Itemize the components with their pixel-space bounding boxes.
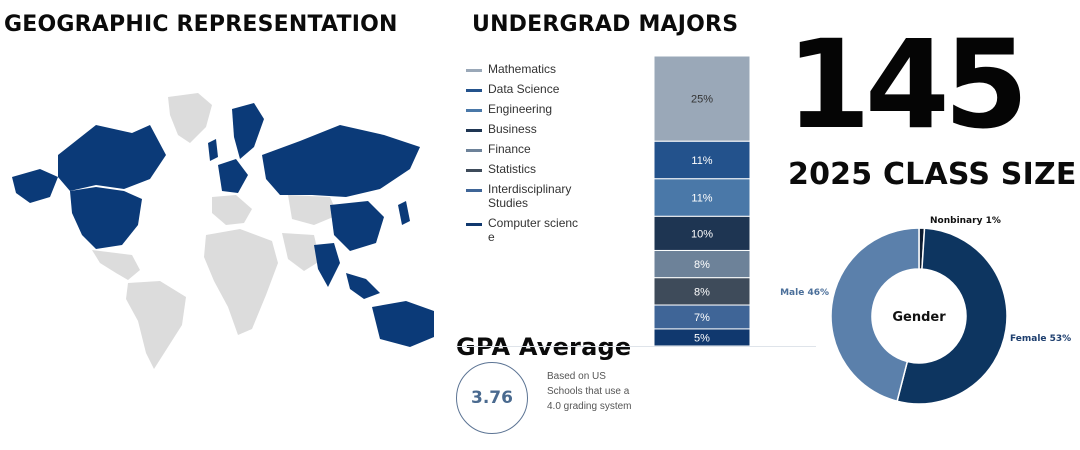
legend-label: Mathematics: [488, 62, 557, 76]
bar-segment-label: 10%: [691, 228, 713, 240]
undergrad-majors-title: UNDERGRAD MAJORS: [472, 12, 739, 37]
donut-label-male: Male 46%: [780, 288, 829, 298]
majors-legend: Mathematics Data Science Engineering Bus…: [466, 62, 616, 250]
map-mexico-central-america: [92, 250, 140, 280]
world-map: [12, 93, 434, 369]
legend-label: Computer science: [488, 216, 579, 244]
bar-segment-label: 5%: [694, 332, 710, 344]
geographic-representation-title: GEOGRAPHIC REPRESENTATION: [4, 12, 398, 37]
legend-item: Finance: [466, 142, 616, 156]
class-size-label: 2025 CLASS SIZE: [788, 157, 1077, 192]
map-grey-regions: [92, 93, 338, 369]
legend-item: Interdisciplinary Studies: [466, 182, 616, 210]
map-australia: [372, 301, 434, 347]
legend-item: Data Science: [466, 82, 616, 96]
gpa-title: GPA Average: [456, 333, 632, 361]
map-india: [314, 243, 340, 287]
donut-title: Gender: [892, 310, 946, 325]
bar-segment-6: [653, 277, 751, 306]
legend-label: Engineering: [488, 102, 553, 116]
legend-item: Engineering: [466, 102, 616, 116]
map-western-europe: [218, 159, 248, 193]
legend-item: Mathematics: [466, 62, 616, 76]
legend-swatch: [466, 69, 482, 72]
donut-label-female: Female 53%: [1010, 334, 1071, 344]
bar-segment-label: 25%: [691, 94, 713, 106]
bar-segment-8: [653, 328, 751, 347]
legend-swatch: [466, 109, 482, 112]
map-highlighted-regions: [12, 103, 434, 347]
bar-segment-label: 11%: [691, 155, 712, 167]
map-china: [330, 201, 384, 251]
map-alaska: [12, 169, 58, 203]
legend-item: Statistics: [466, 162, 616, 176]
bar-segment-label: 11%: [691, 193, 712, 205]
bar-segment-5: [653, 249, 751, 279]
legend-label: Finance: [488, 142, 531, 156]
gpa-value-circle: 3.76: [456, 362, 528, 434]
legend-label: Interdisciplinary Studies: [488, 182, 572, 210]
donut-label-nonbinary: Nonbinary 1%: [930, 216, 1001, 226]
gender-donut-chart: Gender Nonbinary 1% Female 53% Male 46%: [780, 216, 1071, 405]
map-greenland: [168, 93, 212, 143]
map-middle-east: [282, 233, 320, 271]
donut-slice-male: [830, 227, 920, 403]
map-europe-south: [212, 195, 252, 225]
map-uk: [208, 139, 218, 161]
legend-swatch: [466, 129, 482, 132]
legend-swatch: [466, 169, 482, 172]
bar-segment-label: 8%: [694, 286, 710, 298]
legend-label: Business: [488, 122, 537, 136]
bar-segment-label: 7%: [694, 312, 710, 324]
majors-stacked-bar: 25% 11% 11% 10% 8% 8% 7% 5%: [653, 56, 751, 347]
bar-segment-1: [653, 56, 751, 142]
legend-label: Data Science: [488, 82, 560, 96]
legend-item: Business: [466, 122, 616, 136]
bar-segment-2: [653, 140, 751, 180]
map-southeast-asia: [346, 273, 380, 299]
legend-item: Computer science: [466, 216, 616, 244]
map-canada: [58, 125, 166, 191]
map-usa: [70, 187, 142, 249]
map-scandinavia: [232, 103, 264, 159]
bar-segment-label: 8%: [694, 259, 710, 271]
map-south-america: [126, 281, 186, 369]
gpa-divider: [456, 346, 816, 347]
donut-slice-female: [896, 227, 1008, 405]
map-central-asia: [288, 195, 338, 225]
legend-swatch: [466, 223, 482, 226]
donut-center: [873, 270, 965, 362]
legend-swatch: [466, 89, 482, 92]
map-africa: [204, 229, 278, 335]
map-japan: [398, 201, 410, 225]
legend-swatch: [466, 149, 482, 152]
map-russia: [262, 125, 420, 197]
legend-label: Statistics: [488, 162, 537, 176]
bar-segment-4: [653, 215, 751, 251]
legend-swatch: [466, 189, 482, 192]
class-size-number: 145: [786, 14, 1029, 156]
gpa-note: Based on US Schools that use a 4.0 gradi…: [547, 371, 632, 412]
